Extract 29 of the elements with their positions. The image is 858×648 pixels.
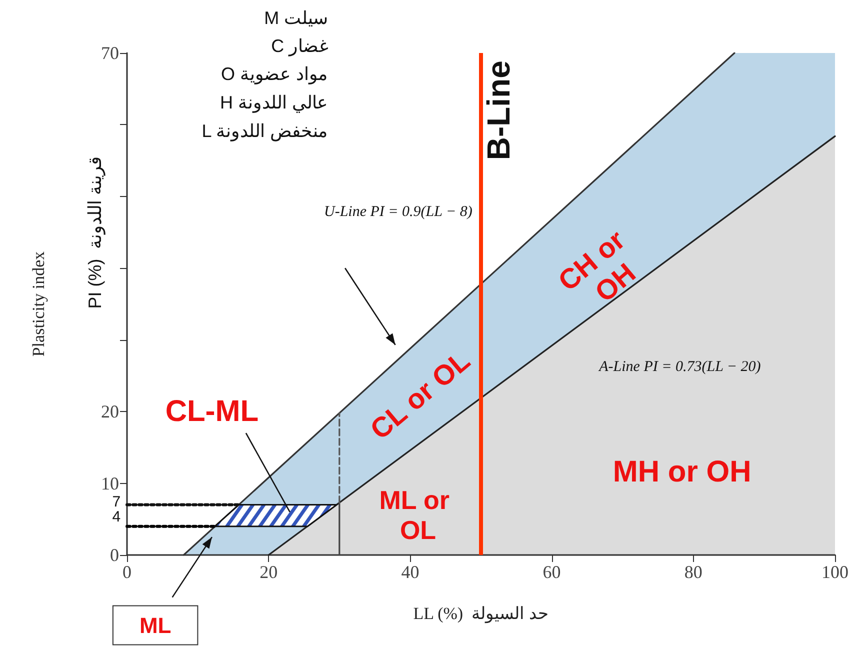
text: PI (%) قرينة اللدونة (85, 156, 106, 309)
x-tick-label: 60 (542, 562, 561, 582)
y-tick-label: 10 (101, 473, 119, 494)
x-axis-title: LL (%) حد السيولة (413, 604, 549, 624)
text: ML (139, 612, 172, 638)
y-tick-label: 0 (110, 545, 119, 565)
x-tick-label: 80 (684, 562, 702, 582)
x-tick-label: 20 (260, 562, 278, 582)
annotation: CH or OH (552, 219, 642, 308)
x-tick-label: 40 (401, 562, 420, 582)
y-tick-label: 20 (101, 402, 119, 422)
y-axis-title: Plasticity index (29, 250, 48, 357)
annotation: L منخفض اللدونة (202, 121, 328, 142)
annotation: O مواد عضوية (221, 64, 328, 85)
annotation: CL-ML (165, 395, 259, 428)
annotation: CL or OL (364, 344, 476, 446)
x-tick-label: 100 (822, 562, 848, 582)
annotation: A-Line PI = 0.73(LL − 20) (598, 359, 761, 376)
annotation: ML or OL (379, 484, 457, 545)
text: 7 (112, 493, 121, 510)
text: M سيلت (264, 8, 328, 28)
ref-line-label: B-Line (480, 60, 517, 160)
x-tick-label: 0 (122, 562, 132, 582)
annotation: U-Line PI = 0.9(LL − 8) (324, 204, 472, 220)
annotation: H عالي اللدونة (220, 92, 328, 114)
annotation: C غضار (271, 36, 328, 57)
annotation: MH or OH (612, 455, 752, 488)
y-tick-label: 70 (101, 43, 119, 63)
text: 4 (112, 508, 121, 526)
